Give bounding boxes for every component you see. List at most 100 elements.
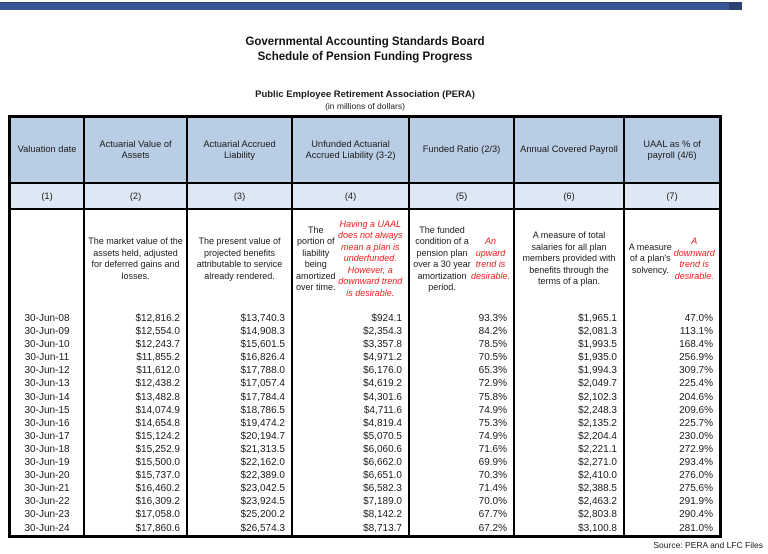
- table-value-cell: $6,176.0: [363, 365, 402, 377]
- table-value-cell: $2,221.1: [578, 443, 617, 455]
- table-header-row: Valuation date Actuarial Value of Assets…: [11, 118, 719, 184]
- valuation-date-cell: 30-Jun-18: [24, 443, 70, 455]
- table-value-cell: 272.9%: [679, 443, 713, 455]
- table-value-cell: $15,124.2: [135, 430, 181, 442]
- table-value-cell: $2,049.7: [578, 378, 617, 390]
- table-value-cell: 70.0%: [478, 496, 507, 508]
- valuation-date-cell: 30-Jun-17: [24, 430, 70, 442]
- doc-title-line2: Schedule of Pension Funding Progress: [257, 51, 473, 63]
- table-value-cell: 291.9%: [679, 496, 713, 508]
- valuation-date-cell: 30-Jun-09: [24, 326, 70, 338]
- table-value-cell: $17,057.4: [240, 378, 286, 390]
- table-value-cell: $6,060.6: [363, 443, 402, 455]
- pension-funding-table: Valuation date Actuarial Value of Assets…: [8, 115, 722, 538]
- column-number-7: (7): [625, 184, 719, 208]
- funded-ratio-values: 93.3% 84.2% 78.5% 70.5% 65.3% 72.9% 75.8% 74.9%…: [410, 312, 513, 535]
- accrued-liability-values: $13,740.3 $14,908.3 $15,601.5 $16,826.4 $17,…: [188, 312, 291, 535]
- table-value-cell: 70.3%: [478, 470, 507, 482]
- description-text: The present value of projected benefits …: [196, 236, 283, 281]
- source-note: Source: PERA and LFC Files: [653, 540, 763, 550]
- table-value-cell: 293.4%: [679, 457, 713, 469]
- table-value-cell: 93.3%: [478, 313, 507, 324]
- table-value-cell: $11,612.0: [136, 365, 180, 377]
- table-value-cell: $2,803.8: [578, 509, 617, 521]
- table-value-cell: $14,908.3: [240, 326, 286, 338]
- doc-title-line1: Governmental Accounting Standards Board: [245, 36, 485, 48]
- description-text: The portion of liability being amortized…: [296, 224, 336, 293]
- valuation-date-cell: 30-Jun-20: [24, 470, 70, 482]
- table-value-cell: $1,935.0: [578, 352, 617, 364]
- table-value-cell: 113.1%: [679, 326, 713, 338]
- table-value-cell: 74.9%: [478, 404, 507, 416]
- table-value-cell: $26,574.3: [240, 522, 286, 534]
- table-value-cell: $20,194.7: [240, 430, 286, 442]
- table-value-cell: $4,971.2: [363, 352, 402, 364]
- table-value-cell: $15,500.0: [135, 457, 181, 469]
- column-number-6: (6): [515, 184, 625, 208]
- table-value-cell: $1,993.5: [578, 339, 617, 351]
- actuarial-value-values: $12,816.2 $12,554.0 $12,243.7 $11,855.2 $11,…: [85, 312, 186, 535]
- table-value-cell: $11,855.2: [136, 352, 180, 364]
- valuation-date-cell: 30-Jun-21: [24, 483, 70, 495]
- table-value-cell: $2,388.5: [578, 483, 617, 495]
- table-value-cell: 256.9%: [679, 352, 713, 364]
- table-value-cell: $17,860.6: [135, 522, 181, 534]
- body-column-actuarial-accrued-liability: The present value of projected benefits …: [188, 210, 293, 535]
- table-value-cell: $12,243.7: [135, 339, 181, 351]
- table-value-cell: $2,102.3: [578, 391, 617, 403]
- table-value-cell: $17,784.4: [240, 391, 286, 403]
- valuation-date-cell: 30-Jun-13: [24, 378, 70, 390]
- table-value-cell: $15,601.5: [240, 339, 286, 351]
- table-value-cell: $2,135.2: [578, 417, 617, 429]
- description-text: A measure of total salaries for all plan…: [522, 230, 616, 287]
- table-value-cell: $16,460.2: [135, 483, 181, 495]
- body-column-funded-ratio: The funded condition of a pension plan o…: [410, 210, 515, 535]
- valuation-date-cell: 30-Jun-11: [24, 352, 70, 364]
- accent-bar: [0, 2, 742, 10]
- table-value-cell: $25,200.2: [240, 509, 286, 521]
- table-value-cell: $16,826.4: [240, 352, 286, 364]
- description-text: The market value of the assets held, adj…: [88, 236, 183, 281]
- table-value-cell: 204.6%: [679, 391, 713, 403]
- valuation-date-cell: 30-Jun-08: [24, 313, 70, 324]
- column-header-annual-covered-payroll: Annual Covered Payroll: [515, 118, 625, 182]
- table-value-cell: $7,189.0: [363, 496, 402, 508]
- valuation-date-cell: 30-Jun-23: [24, 509, 70, 521]
- column-description: A measure of a plan's solvency. A downwa…: [625, 212, 719, 306]
- description-red-text: A downward trend is desirable.: [673, 236, 715, 281]
- column-header-actuarial-accrued-liability: Actuarial Accrued Liability: [188, 118, 293, 182]
- table-value-cell: $6,651.0: [363, 470, 402, 482]
- table-value-cell: $2,081.3: [578, 326, 617, 338]
- body-column-uaal-percent-payroll: A measure of a plan's solvency. A downwa…: [625, 210, 719, 535]
- column-header-unfunded-aal: Unfunded Actuarial Accrued Liability (3-…: [293, 118, 410, 182]
- table-value-cell: 168.4%: [679, 339, 713, 351]
- column-header-valuation-date: Valuation date: [11, 118, 85, 182]
- column-description: The market value of the assets held, adj…: [85, 212, 186, 306]
- column-number-row: (1) (2) (3) (4) (5) (6) (7): [11, 184, 719, 210]
- column-description: The funded condition of a pension plan o…: [410, 212, 513, 306]
- table-value-cell: $14,654.8: [135, 417, 181, 429]
- description-text: The funded condition of a pension plan o…: [413, 224, 471, 293]
- table-value-cell: 281.0%: [679, 522, 713, 534]
- covered-payroll-values: $1,965.1 $2,081.3 $1,993.5 $1,935.0 $1,994.3…: [515, 312, 623, 535]
- table-value-cell: 74.9%: [478, 430, 507, 442]
- table-value-cell: $12,554.0: [135, 326, 181, 338]
- table-body-row: 30-Jun-08 30-Jun-09 30-Jun-10 30-Jun-11 30-J…: [11, 210, 719, 535]
- table-value-cell: $6,582.3: [363, 483, 402, 495]
- table-value-cell: 209.6%: [679, 404, 713, 416]
- table-value-cell: $16,309.2: [135, 496, 181, 508]
- valuation-date-values: 30-Jun-08 30-Jun-09 30-Jun-10 30-Jun-11 30-J…: [11, 312, 83, 535]
- table-value-cell: $8,142.2: [363, 509, 402, 521]
- table-value-cell: 71.4%: [478, 483, 507, 495]
- column-description: A measure of total salaries for all plan…: [515, 212, 623, 306]
- table-value-cell: $4,619.2: [363, 378, 402, 390]
- table-value-cell: 276.0%: [679, 470, 713, 482]
- table-value-cell: $3,100.8: [578, 522, 617, 534]
- table-value-cell: $4,711.6: [363, 404, 402, 416]
- body-column-unfunded-aal: The portion of liability being amortized…: [293, 210, 410, 535]
- column-description: The present value of projected benefits …: [188, 212, 291, 306]
- table-value-cell: $1,994.3: [578, 365, 617, 377]
- table-value-cell: $2,410.0: [578, 470, 617, 482]
- description-text: A measure of a plan's solvency.: [628, 241, 672, 275]
- table-value-cell: 67.2%: [478, 522, 507, 534]
